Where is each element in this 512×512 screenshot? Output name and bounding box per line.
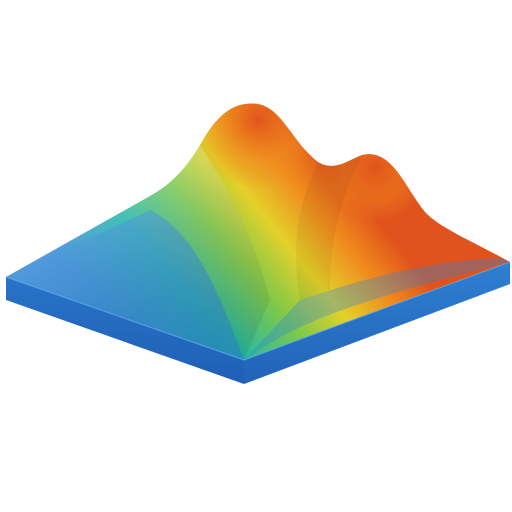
- base-front-face: [6, 277, 244, 384]
- base-top-edge: [5, 261, 511, 361]
- base-side-face: [244, 262, 510, 384]
